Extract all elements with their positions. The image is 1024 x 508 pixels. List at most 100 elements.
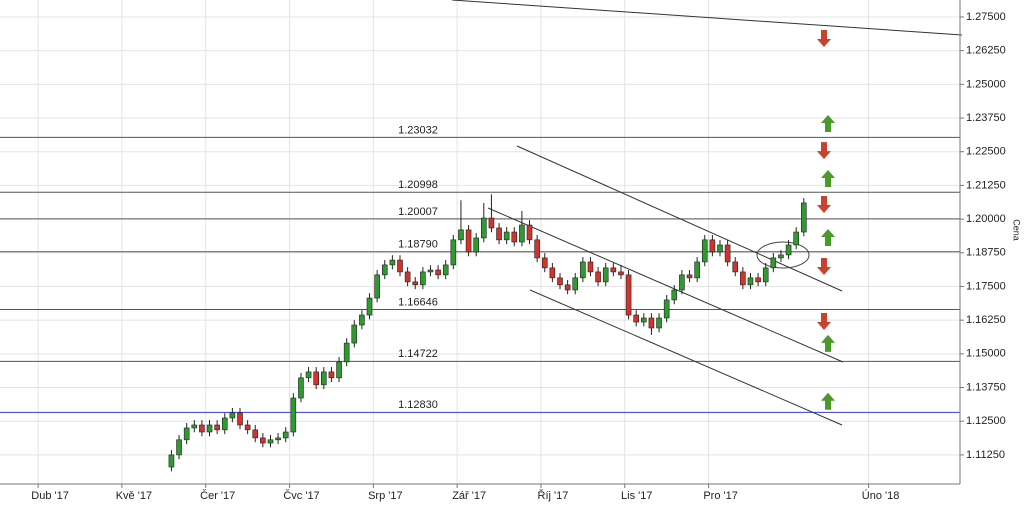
signal-arrow: [817, 29, 831, 47]
candle-body: [473, 237, 479, 253]
channel-line: [516, 145, 843, 292]
candle-body: [404, 271, 411, 283]
channel-line: [529, 289, 843, 426]
candle-body: [427, 269, 434, 273]
candle-body: [602, 267, 609, 283]
candle-body: [618, 271, 624, 276]
y-tick-label: 1.11250: [966, 449, 1005, 461]
candle-body: [595, 271, 601, 283]
candle-body: [580, 261, 586, 279]
candle-body: [633, 314, 639, 323]
candle-body: [534, 239, 540, 259]
candle-body: [343, 342, 350, 363]
candle-body: [656, 317, 662, 329]
candle-body: [252, 429, 259, 439]
candle-body: [747, 277, 754, 286]
y-tick-label: 1.15000: [966, 348, 1006, 360]
signal-arrow: [821, 334, 835, 352]
x-tick-label: Úno '18: [862, 489, 900, 502]
y-tick-label: 1.20000: [966, 213, 1006, 225]
candle-body: [732, 261, 739, 273]
candle-body: [389, 259, 396, 266]
candle-body: [221, 417, 228, 431]
candle-body: [374, 274, 380, 299]
candle-body: [305, 371, 312, 379]
candle-body: [458, 229, 464, 241]
level-label: 1.16646: [398, 296, 438, 308]
candle-body: [648, 317, 655, 329]
candle-body: [564, 284, 571, 291]
candle-body: [557, 277, 563, 286]
candle-body: [801, 202, 807, 233]
candle-body: [229, 412, 236, 419]
x-tick-label: Lis '17: [621, 490, 652, 502]
y-tick-label: 1.22500: [966, 146, 1006, 158]
candle-body: [762, 267, 769, 283]
candle-body: [199, 424, 205, 433]
x-tick-label: Čer '17: [200, 489, 235, 502]
y-tick-label: 1.12500: [966, 415, 1006, 427]
signal-arrow: [821, 228, 835, 246]
x-tick-label: Pro '17: [703, 490, 738, 502]
y-axis-label: Cena: [1012, 219, 1022, 241]
signal-arrow: [817, 312, 831, 330]
candle-body: [206, 424, 213, 433]
candle-body: [686, 274, 693, 279]
candle-body: [587, 261, 594, 273]
signals: [817, 29, 835, 410]
candle-body: [183, 427, 190, 441]
candle-body: [435, 269, 441, 276]
level-label: 1.12830: [398, 399, 438, 411]
candle-body: [244, 424, 251, 431]
candle-body: [351, 324, 358, 344]
level-label: 1.20007: [398, 206, 438, 218]
signal-arrow: [821, 169, 835, 187]
candle-body: [214, 424, 220, 431]
candle-body: [724, 244, 731, 263]
candle-body: [275, 437, 281, 441]
candle-body: [549, 267, 556, 279]
candle-body: [572, 277, 579, 291]
candle-body: [701, 239, 708, 263]
level-label: 1.20998: [398, 179, 438, 191]
candle-body: [519, 224, 525, 243]
level-label: 1.18790: [398, 239, 438, 251]
candle-body: [785, 244, 792, 256]
candle-body: [397, 259, 403, 273]
x-tick-label: Dub '17: [31, 490, 69, 502]
x-tick-label: Říj '17: [538, 489, 569, 502]
candles: [168, 194, 807, 472]
candle-body: [641, 317, 647, 323]
axes: 1.11250 1.12500 1.13750 1.15000 1.16250 1.175…: [31, 11, 1005, 502]
y-tick-label: 1.23750: [966, 112, 1006, 124]
candle-body: [168, 454, 175, 468]
candle-body: [610, 267, 617, 273]
candle-body: [755, 277, 761, 283]
candle-body: [488, 217, 495, 229]
trend-line: [451, 0, 963, 36]
candle-body: [526, 224, 533, 241]
candle-body: [442, 264, 449, 276]
y-tick-label: 1.27500: [966, 11, 1006, 23]
candle-body: [663, 299, 670, 319]
candle-body: [290, 397, 297, 433]
y-tick-label: 1.21250: [966, 179, 1006, 191]
levels: 1.23032 1.20998 1.20007 1.18790 1.16646 1.147…: [0, 124, 960, 413]
candle-body: [420, 271, 426, 286]
candle-body: [176, 439, 182, 456]
candle-body: [450, 239, 457, 266]
candle-body: [679, 274, 685, 291]
candle-body: [740, 271, 746, 286]
candle-body: [671, 289, 678, 301]
y-tick-label: 1.26250: [966, 45, 1006, 57]
candle-body: [503, 231, 510, 241]
candle-body: [511, 231, 518, 243]
signal-arrow: [821, 114, 835, 132]
highlight-ellipse: [756, 241, 810, 269]
candle-body: [717, 244, 723, 253]
x-tick-label: Kvě '17: [116, 490, 152, 502]
candle-body: [778, 254, 784, 259]
x-tick-label: Srp '17: [368, 490, 403, 502]
candle-body: [321, 371, 327, 386]
y-tick-label: 1.16250: [966, 314, 1006, 326]
